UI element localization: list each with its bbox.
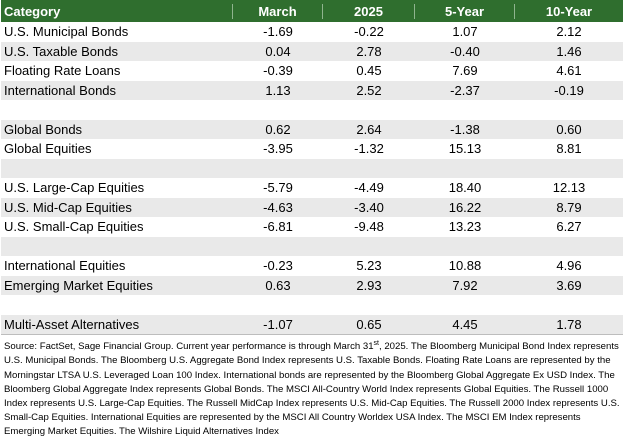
table-row: U.S. Municipal Bonds -1.69 -0.22 1.07 2.12	[1, 22, 623, 42]
table-row: Global Bonds 0.62 2.64 -1.38 0.60	[1, 119, 623, 139]
category-cell: U.S. Small-Cap Equities	[4, 219, 144, 235]
source-superscript: st	[373, 340, 379, 347]
march-value: -0.23	[263, 258, 293, 274]
category-cell: Multi-Asset Alternatives	[4, 316, 140, 332]
source-text-end: , 2025. The Bloomberg Municipal Bond Ind…	[4, 341, 620, 438]
march-value: 1.13	[265, 82, 291, 98]
ytd-value: -1.32	[354, 141, 384, 157]
ytd-value: 2.64	[356, 121, 382, 137]
header-march: March	[233, 3, 323, 19]
source-text-start: Source: FactSet, Sage Financial Group. C…	[4, 341, 374, 353]
table-row: U.S. Small-Cap Equities -6.81 -9.48 13.23 6.…	[1, 217, 623, 237]
ytd-value: -9.48	[354, 219, 384, 235]
ytd-value: 0.65	[356, 316, 382, 332]
ten-year-value: 3.69	[556, 277, 582, 293]
ytd-value: -3.40	[354, 199, 384, 215]
ytd-value: -4.49	[354, 180, 384, 196]
ytd-value: 2.52	[356, 82, 382, 98]
march-value: -5.79	[263, 180, 293, 196]
table-row: International Bonds 1.13 2.52 -2.37 -0.19	[1, 80, 623, 100]
category-cell: International Equities	[4, 258, 126, 274]
ytd-value: -0.22	[354, 24, 384, 40]
table-row: Multi-Asset Alternatives -1.07 0.65 4.45 1.7…	[1, 314, 623, 334]
march-value: -6.81	[263, 219, 293, 235]
ytd-value: 2.78	[356, 43, 382, 59]
ten-year-value: 8.81	[556, 141, 582, 157]
category-cell: Global Equities	[4, 141, 92, 157]
five-year-value: -0.40	[450, 43, 480, 59]
ytd-value: 5.23	[356, 258, 382, 274]
spacer-row	[1, 158, 623, 178]
table-header: Category March 2025 5-Year 10-Year	[1, 0, 623, 22]
category-cell: Emerging Market Equities	[4, 277, 153, 293]
five-year-value: 16.22	[448, 199, 482, 215]
category-cell: Floating Rate Loans	[4, 63, 121, 79]
header-category: Category	[1, 3, 233, 19]
spacer-row	[1, 100, 623, 120]
five-year-value: 7.92	[452, 277, 478, 293]
header-5-year: 5-Year	[415, 3, 515, 19]
table-row: International Equities -0.23 5.23 10.88 4.96	[1, 256, 623, 276]
spacer-row	[1, 295, 623, 315]
category-cell: International Bonds	[4, 82, 117, 98]
five-year-value: 1.07	[452, 24, 478, 40]
march-value: -4.63	[263, 199, 293, 215]
source-note: Source: FactSet, Sage Financial Group. C…	[1, 334, 623, 440]
spacer-row	[1, 236, 623, 256]
march-value: -1.07	[263, 316, 293, 332]
ten-year-value: -0.19	[554, 82, 584, 98]
table-row: Global Equities -3.95 -1.32 15.13 8.81	[1, 139, 623, 159]
ten-year-value: 0.60	[556, 121, 582, 137]
five-year-value: -2.37	[450, 82, 480, 98]
five-year-value: 15.13	[448, 141, 482, 157]
table-row: U.S. Large-Cap Equities -5.79 -4.49 18.40 12…	[1, 178, 623, 198]
category-cell: U.S. Mid-Cap Equities	[4, 199, 132, 215]
ytd-value: 2.93	[356, 277, 382, 293]
category-cell: U.S. Municipal Bonds	[4, 24, 129, 40]
five-year-value: 13.23	[448, 219, 482, 235]
table-row: Emerging Market Equities 0.63 2.93 7.92 3.69	[1, 275, 623, 295]
ten-year-value: 8.79	[556, 199, 582, 215]
march-value: -1.69	[263, 24, 293, 40]
category-cell: U.S. Taxable Bonds	[4, 43, 118, 59]
five-year-value: 4.45	[452, 316, 478, 332]
five-year-value: 18.40	[448, 180, 482, 196]
table-row: U.S. Mid-Cap Equities -4.63 -3.40 16.22 8.79	[1, 197, 623, 217]
march-value: 0.63	[265, 277, 291, 293]
table-row: U.S. Taxable Bonds 0.04 2.78 -0.40 1.46	[1, 41, 623, 61]
header-10-year: 10-Year	[545, 3, 593, 19]
ten-year-value: 4.61	[556, 63, 582, 79]
march-value: 0.62	[265, 121, 291, 137]
march-value: 0.04	[265, 43, 291, 59]
category-cell: Global Bonds	[4, 121, 83, 137]
five-year-value: 10.88	[448, 258, 482, 274]
ten-year-value: 6.27	[556, 219, 582, 235]
ten-year-value: 12.13	[552, 180, 586, 196]
header-2025: 2025	[323, 3, 415, 19]
table-body: U.S. Municipal Bonds -1.69 -0.22 1.07 2.12 U.…	[1, 22, 623, 334]
march-value: -0.39	[263, 63, 293, 79]
ten-year-value: 1.46	[556, 43, 582, 59]
ten-year-value: 4.96	[556, 258, 582, 274]
five-year-value: 7.69	[452, 63, 478, 79]
ytd-value: 0.45	[356, 63, 382, 79]
march-value: -3.95	[263, 141, 293, 157]
five-year-value: -1.38	[450, 121, 480, 137]
ten-year-value: 2.12	[556, 24, 582, 40]
category-cell: U.S. Large-Cap Equities	[4, 180, 145, 196]
table-row: Floating Rate Loans -0.39 0.45 7.69 4.61	[1, 61, 623, 81]
ten-year-value: 1.78	[556, 316, 582, 332]
